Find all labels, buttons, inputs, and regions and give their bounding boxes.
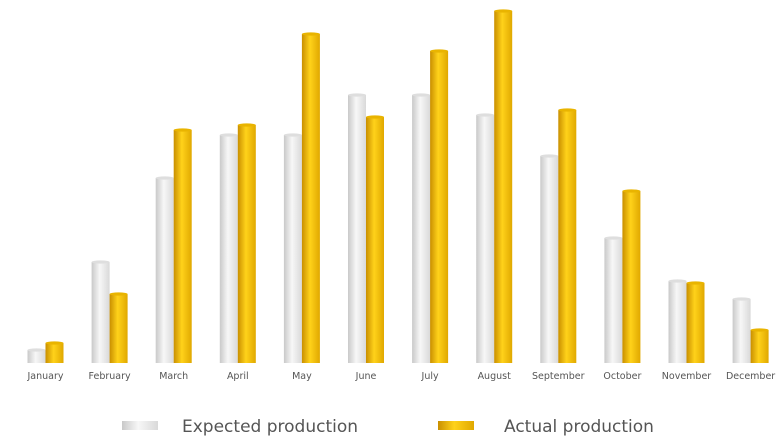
actual-bar-cap-october: [622, 189, 641, 193]
expected-bar-cap-july: [412, 93, 431, 97]
actual-bar-cap-september: [558, 108, 577, 112]
legend: Expected production Actual production: [122, 417, 654, 436]
expected-bar-july: [412, 95, 431, 363]
bars-group: [27, 9, 769, 363]
actual-bar-cap-march: [173, 128, 192, 132]
expected-bar-cap-may: [283, 133, 302, 137]
actual-bar-november: [686, 283, 705, 363]
expected-bar-september: [540, 156, 559, 363]
x-tick-label-november: November: [662, 371, 712, 382]
expected-bar-march: [155, 178, 174, 363]
expected-bar-august: [476, 115, 495, 363]
legend-label-expected: Expected production: [182, 417, 358, 436]
x-tick-label-january: January: [26, 371, 63, 382]
actual-bar-october: [622, 191, 641, 363]
expected-bar-february: [91, 262, 110, 363]
actual-bar-cap-may: [301, 32, 320, 36]
expected-bar-april: [219, 135, 238, 363]
actual-bar-june: [366, 117, 384, 363]
actual-bar-may: [301, 34, 320, 363]
expected-bar-january: [27, 350, 46, 363]
x-tick-label-february: February: [89, 371, 131, 382]
x-tick-label-september: September: [532, 371, 585, 382]
x-tick-label-may: May: [292, 371, 312, 382]
actual-bar-cap-july: [430, 49, 449, 53]
actual-bar-cap-june: [366, 115, 384, 119]
legend-swatch-actual: [438, 421, 474, 430]
actual-bar-april: [237, 125, 256, 363]
actual-bar-march: [173, 130, 192, 363]
expected-bar-june: [348, 95, 366, 363]
expected-bar-november: [668, 281, 687, 363]
actual-bar-cap-april: [237, 123, 256, 127]
x-tick-label-april: April: [227, 371, 249, 382]
legend-label-actual: Actual production: [504, 417, 654, 436]
x-tick-label-december: December: [726, 371, 775, 382]
expected-bar-may: [283, 135, 302, 363]
actual-bar-december: [750, 330, 769, 363]
x-tick-label-june: June: [355, 371, 377, 382]
expected-bar-cap-june: [348, 93, 366, 97]
expected-bar-cap-october: [604, 236, 623, 240]
expected-bar-cap-december: [732, 297, 751, 301]
expected-bar-cap-september: [540, 154, 559, 158]
actual-bar-july: [430, 51, 449, 363]
x-tick-label-august: August: [478, 371, 512, 382]
expected-bar-cap-january: [27, 348, 46, 352]
actual-bar-cap-february: [109, 292, 128, 296]
expected-bar-cap-march: [155, 176, 174, 180]
expected-bar-cap-august: [476, 113, 495, 117]
actual-bar-cap-november: [686, 281, 705, 285]
actual-bar-cap-december: [750, 328, 769, 332]
expected-bar-cap-november: [668, 279, 687, 283]
expected-bar-december: [732, 299, 751, 363]
x-tick-label-march: March: [159, 371, 188, 382]
actual-bar-cap-january: [45, 341, 64, 345]
actual-bar-august: [494, 11, 513, 363]
expected-bar-october: [604, 238, 623, 363]
expected-bar-cap-february: [91, 260, 110, 264]
legend-swatch-expected: [122, 421, 158, 430]
x-axis-labels: January February March April May June July Augu…: [26, 371, 775, 382]
x-tick-label-october: October: [603, 371, 641, 382]
expected-bar-cap-april: [219, 133, 238, 137]
actual-bar-january: [45, 343, 64, 363]
actual-bar-february: [109, 294, 128, 363]
actual-bar-cap-august: [494, 9, 513, 13]
x-tick-label-july: July: [421, 371, 439, 382]
actual-bar-september: [558, 110, 577, 363]
